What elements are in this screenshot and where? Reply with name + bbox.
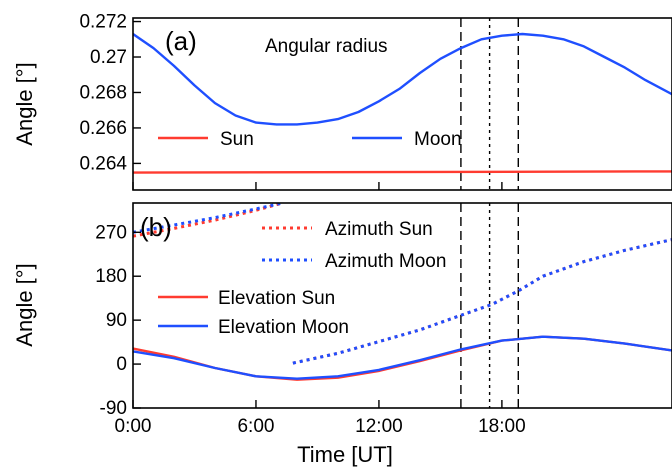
- series-sun-line: [133, 170, 672, 174]
- panel-a-plot-content: [133, 18, 672, 190]
- series-elevation-sun-line: [133, 335, 672, 381]
- legend-label: Sun: [220, 129, 254, 150]
- x-tick-label: 18:00: [478, 416, 526, 437]
- series-moon-line: [133, 32, 672, 126]
- panel-b-legend: Azimuth Sun Azimuth Moon Elevation Sun Elev…: [158, 219, 446, 338]
- x-tick-label: 12:00: [355, 416, 403, 437]
- legend-label: Azimuth Moon: [325, 251, 446, 272]
- panel-b: -90 0 90 180 270 0:00 6:00 12:00 18:00 (b) Azimu…: [12, 202, 672, 467]
- panel-a-annotation: Angular radius: [265, 36, 388, 57]
- y-tick-label: 0.266: [79, 118, 127, 139]
- panel-b-y-axis-label: Angle [°]: [12, 263, 37, 346]
- y-tick-label: -90: [100, 398, 127, 419]
- legend-label: Azimuth Sun: [325, 219, 433, 240]
- series-azimuth-moon-line-2: [292, 238, 672, 365]
- legend-label: Moon: [414, 129, 462, 150]
- panel-b-label: (b): [140, 212, 172, 242]
- x-axis-label: Time [UT]: [297, 442, 393, 467]
- y-tick-label: 90: [106, 310, 127, 331]
- panel-a-y-axis-label: Angle [°]: [12, 62, 37, 145]
- series-elevation-moon-line: [133, 335, 672, 380]
- panel-b-plot-content: [133, 203, 672, 408]
- y-tick-label: 180: [95, 266, 127, 287]
- y-tick-label: 0.272: [79, 12, 127, 33]
- legend-label: Elevation Sun: [218, 288, 335, 309]
- panel-b-ticks: -90 0 90 180 270 0:00 6:00 12:00 18:00: [95, 222, 525, 437]
- x-tick-label: 6:00: [237, 416, 274, 437]
- panel-b-frame: [132, 202, 672, 409]
- y-tick-label: 0.268: [79, 82, 127, 103]
- series-azimuth-moon-line-1: [133, 203, 283, 234]
- x-tick-label: 0:00: [115, 416, 152, 437]
- panel-a-label: (a): [165, 26, 197, 56]
- y-tick-label: 270: [95, 222, 127, 243]
- panel-a-legend: Sun Moon: [158, 129, 462, 150]
- y-tick-label: 0.264: [79, 153, 127, 174]
- panel-a-frame: [132, 17, 672, 191]
- y-tick-label: 0: [116, 354, 127, 375]
- panel-a: 0.264 0.266 0.268 0.27 0.272 (a) Angular rad…: [12, 12, 672, 191]
- y-tick-label: 0.27: [90, 47, 127, 68]
- panel-a-ticks: 0.264 0.266 0.268 0.27 0.272: [79, 12, 503, 190]
- legend-label: Elevation Moon: [218, 317, 349, 338]
